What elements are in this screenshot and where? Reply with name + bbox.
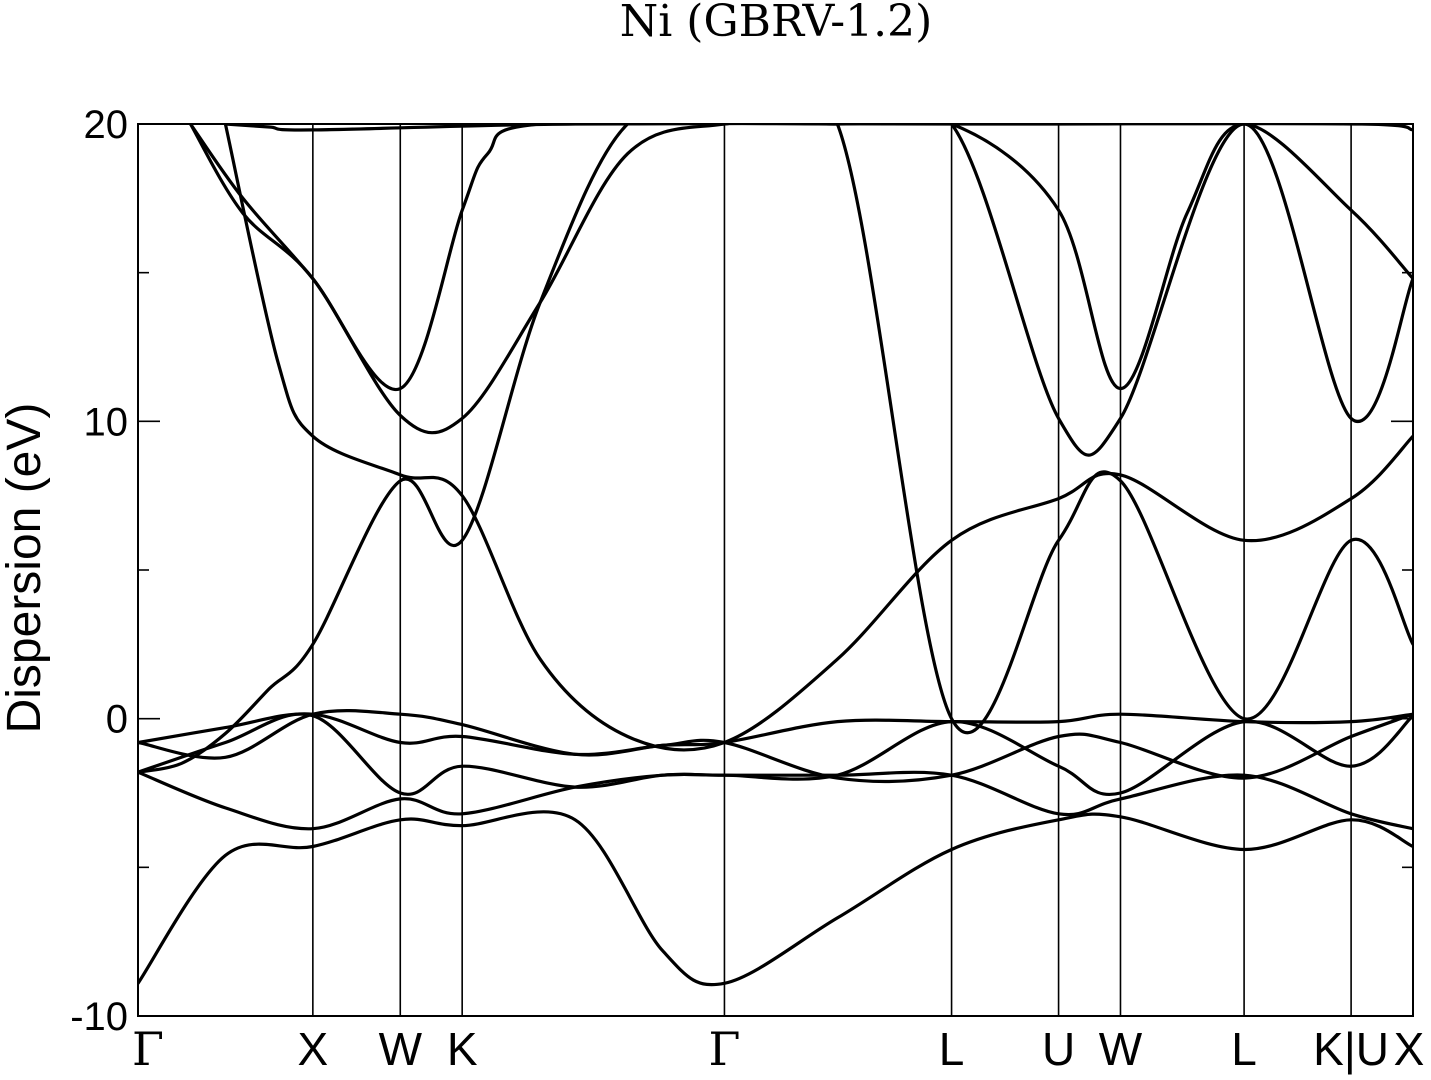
band-lines [138,124,1413,987]
xtick-label-9: K|U [1313,1023,1389,1075]
y-tick-labels: -10 0 10 20 [70,103,128,1039]
xtick-label-3: K [447,1023,478,1075]
band-9 [188,124,1413,392]
band-7 [223,124,1413,752]
ytick-label-3: 20 [84,103,129,147]
band-1 [138,810,1413,987]
band-5 [138,709,1413,760]
ytick-label-1: 0 [106,698,128,742]
xtick-label-1: X [298,1023,329,1075]
xtick-label-8: L [1231,1023,1257,1075]
axis-ticks [138,123,1413,1017]
xtick-label-5: L [939,1023,965,1075]
xtick-label-4: Γ [708,1022,740,1076]
band-6 [138,124,1413,774]
kpath-lines [312,124,1352,1016]
band-2 [138,770,1413,831]
xtick-label-6: U [1042,1023,1075,1075]
xtick-label-0: Γ [132,1022,164,1076]
band-10 [223,124,1413,132]
band-4 [138,712,1413,784]
band-8 [188,124,1413,457]
xtick-label-2: W [379,1023,423,1075]
ytick-label-0: -10 [70,995,128,1039]
band-3 [138,712,1413,796]
ytick-label-2: 10 [84,400,129,444]
chart-title: Ni (GBRV-1.2) [620,0,933,47]
plot-frame [137,123,1414,1017]
x-tick-labels: Γ X W K Γ L U W L K|U X [132,1022,1424,1076]
xtick-label-10: X [1394,1023,1425,1075]
y-axis-label: Dispersion (eV) [0,403,51,734]
xtick-label-7: W [1099,1023,1143,1075]
